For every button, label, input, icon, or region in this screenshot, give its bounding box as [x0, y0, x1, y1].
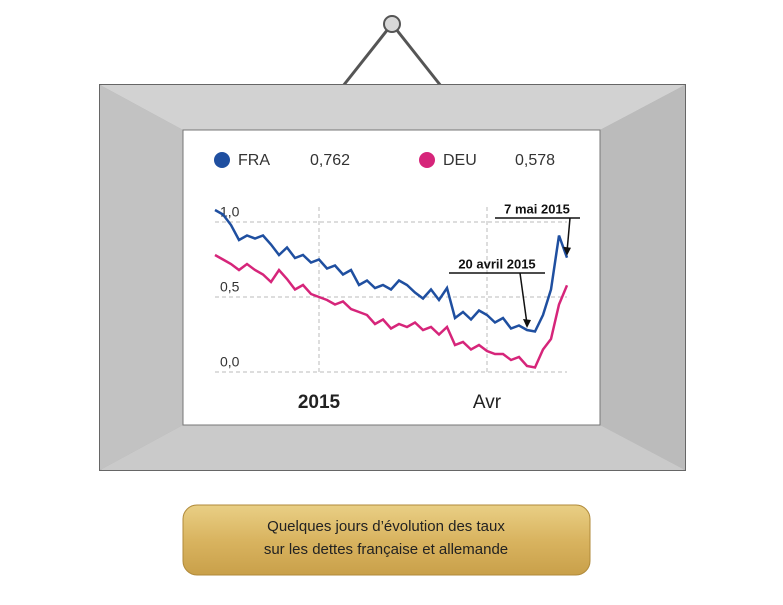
frame-left — [100, 85, 183, 470]
legend-value: 0,762 — [310, 152, 350, 169]
frame-top — [100, 85, 685, 130]
annotation-arrow — [519, 272, 528, 325]
series-line — [214, 208, 569, 333]
caption-line: Quelques jours d’évolution des taux — [267, 518, 505, 535]
y-tick-label: 0,0 — [220, 354, 240, 370]
legend-label: DEU — [443, 152, 477, 169]
y-tick-label: 0,5 — [220, 279, 240, 295]
legend-marker — [214, 152, 230, 168]
legend-marker — [419, 152, 435, 168]
annotation-arrowhead — [523, 319, 531, 328]
hanger-wire — [341, 23, 394, 87]
frame-bottom — [100, 425, 685, 470]
caption-plaque — [182, 504, 591, 576]
chart-panel — [182, 129, 601, 426]
frame-right — [600, 85, 685, 470]
annotation-arrow — [566, 217, 571, 252]
annotation-arrowhead — [563, 246, 571, 256]
legend-value: 0,578 — [515, 152, 555, 169]
x-tick-label: 2015 — [298, 392, 341, 413]
annotation: 20 avril 2015 — [458, 256, 535, 271]
nail — [383, 15, 401, 33]
series-line — [214, 253, 569, 369]
hanger-wire — [390, 23, 443, 87]
y-tick-label: 1,0 — [220, 204, 240, 220]
x-tick-label: Avr — [473, 392, 502, 413]
legend-label: FRA — [238, 152, 270, 169]
annotation: 7 mai 2015 — [504, 201, 570, 216]
caption-line: sur les dettes française et allemande — [264, 541, 508, 558]
